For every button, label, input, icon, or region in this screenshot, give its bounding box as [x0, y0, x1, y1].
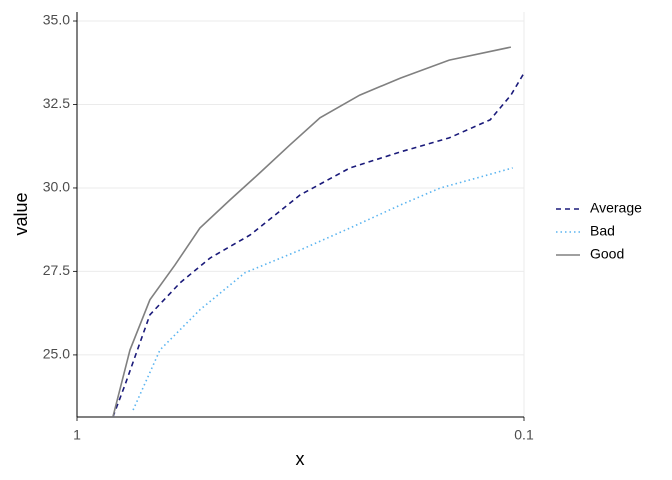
- y-tick-label: 35.0: [43, 12, 70, 28]
- line: [112, 72, 524, 417]
- legend-label: Bad: [590, 223, 615, 239]
- legend-label: Good: [590, 246, 624, 262]
- y-tick-label: 27.5: [43, 262, 70, 278]
- line: [112, 46, 512, 417]
- x-axis-title: x: [296, 449, 305, 469]
- y-axis-title: value: [11, 192, 31, 235]
- x-tick-label: 0.1: [514, 427, 534, 443]
- y-tick-label: 30.0: [43, 179, 70, 195]
- y-tick-label: 25.0: [43, 346, 70, 362]
- x-tick-label: 1: [73, 427, 81, 443]
- y-tick-label: 32.5: [43, 95, 70, 111]
- line: [132, 167, 513, 411]
- legend-label: Average: [590, 200, 642, 216]
